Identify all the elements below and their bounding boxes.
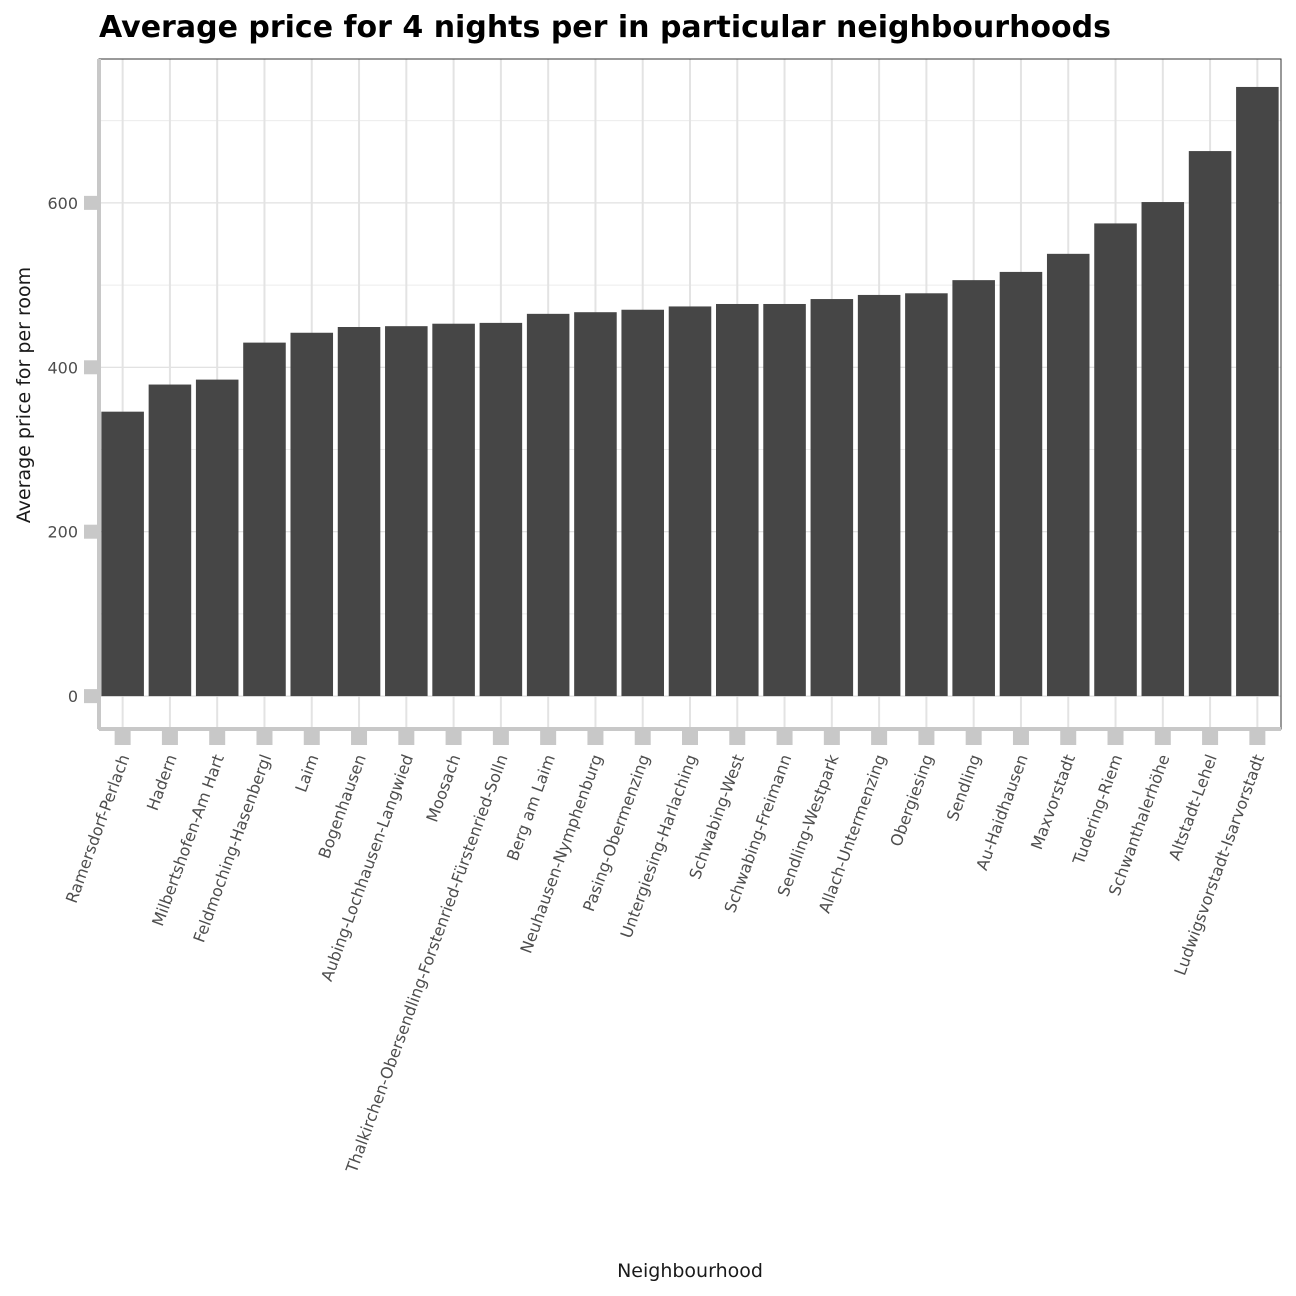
x-tick-mark (1060, 730, 1077, 745)
x-tick-mark (540, 730, 557, 745)
x-tick-mark (823, 730, 840, 745)
x-tick-label: Moosach (422, 752, 464, 825)
x-axis-ticks: Ramersdorf-Perlach HadernMilbertshofen-Am… (62, 730, 1268, 1176)
bar (337, 327, 381, 697)
x-tick-mark (729, 730, 746, 745)
bar (526, 313, 570, 697)
x-tick-mark (587, 730, 604, 745)
x-tick-mark (776, 730, 793, 745)
x-axis-title: Neighbourhood (617, 1260, 763, 1282)
bar (574, 312, 617, 697)
x-tick-mark (445, 730, 462, 745)
x-tick-label: Bogenhausen (315, 752, 370, 861)
x-tick-mark (871, 730, 888, 745)
x-tick-mark (1012, 730, 1029, 745)
x-tick-label: Maxvorstadt (1027, 752, 1079, 852)
x-tick-label: Ludwigsvorstadt-Isarvorstadt (1170, 752, 1268, 978)
x-tick-label: Ramersdorf-Perlach (62, 752, 133, 906)
x-tick-mark (303, 730, 320, 745)
bar (621, 309, 664, 697)
x-tick-mark (682, 730, 698, 745)
x-tick-label: Sendling (943, 752, 985, 824)
y-axis-title: Average price for per room (13, 267, 35, 523)
y-tick-mark (84, 195, 99, 210)
bar (952, 280, 995, 697)
bars (101, 86, 1279, 697)
y-tick-mark (84, 689, 99, 704)
x-tick-label: Berg am Laim (503, 752, 559, 863)
bar (385, 326, 428, 697)
x-tick-label: Au-Haidhausen (972, 752, 1031, 873)
bar (763, 303, 806, 697)
y-tick-mark (84, 360, 99, 375)
x-tick-label: Tudering-Riem (1069, 752, 1127, 868)
x-tick-mark (492, 730, 509, 745)
bar (1141, 202, 1185, 697)
axes (97, 59, 1281, 731)
bar (195, 379, 239, 697)
bar (810, 299, 854, 697)
x-tick-mark (161, 730, 178, 745)
bar (668, 306, 712, 697)
x-tick-mark (1202, 730, 1219, 745)
bar (290, 332, 334, 697)
y-tick-label: 0 (68, 687, 78, 706)
y-tick-label: 600 (47, 194, 78, 213)
x-tick-mark (398, 730, 415, 745)
bar (1236, 86, 1279, 697)
bar (1188, 151, 1232, 697)
chart-title: Average price for 4 nights per in partic… (99, 10, 1111, 45)
x-tick-label: Hadern (143, 752, 181, 813)
x-tick-label: Obergiesing (886, 752, 937, 849)
bar (479, 322, 523, 697)
x-tick-mark (256, 730, 273, 745)
x-tick-label: Laim (291, 752, 322, 795)
bar (999, 271, 1043, 697)
y-tick-mark (84, 524, 99, 539)
x-tick-mark (114, 730, 131, 745)
x-tick-mark (351, 730, 368, 745)
x-tick-label: Altstadt-Lehel (1165, 752, 1221, 863)
y-tick-label: 400 (47, 358, 78, 377)
bar (148, 384, 192, 697)
y-axis-ticks: 0 200 400 600 (47, 194, 99, 706)
x-tick-mark (634, 730, 651, 745)
y-tick-label: 200 (47, 523, 78, 542)
bar (1046, 253, 1090, 697)
x-tick-mark (918, 730, 935, 745)
x-tick-mark (1107, 730, 1124, 745)
bar (243, 342, 286, 697)
x-tick-mark (1154, 730, 1171, 745)
bar (1094, 223, 1137, 697)
x-tick-mark (965, 730, 982, 745)
bar (101, 411, 144, 697)
bar (857, 294, 901, 697)
x-tick-mark (1249, 730, 1266, 745)
bar (905, 293, 948, 697)
x-tick-label: Aubing-Lochhausen-Langwied (317, 752, 417, 984)
bar (432, 323, 475, 697)
bar (716, 303, 759, 697)
x-tick-mark (209, 730, 226, 745)
